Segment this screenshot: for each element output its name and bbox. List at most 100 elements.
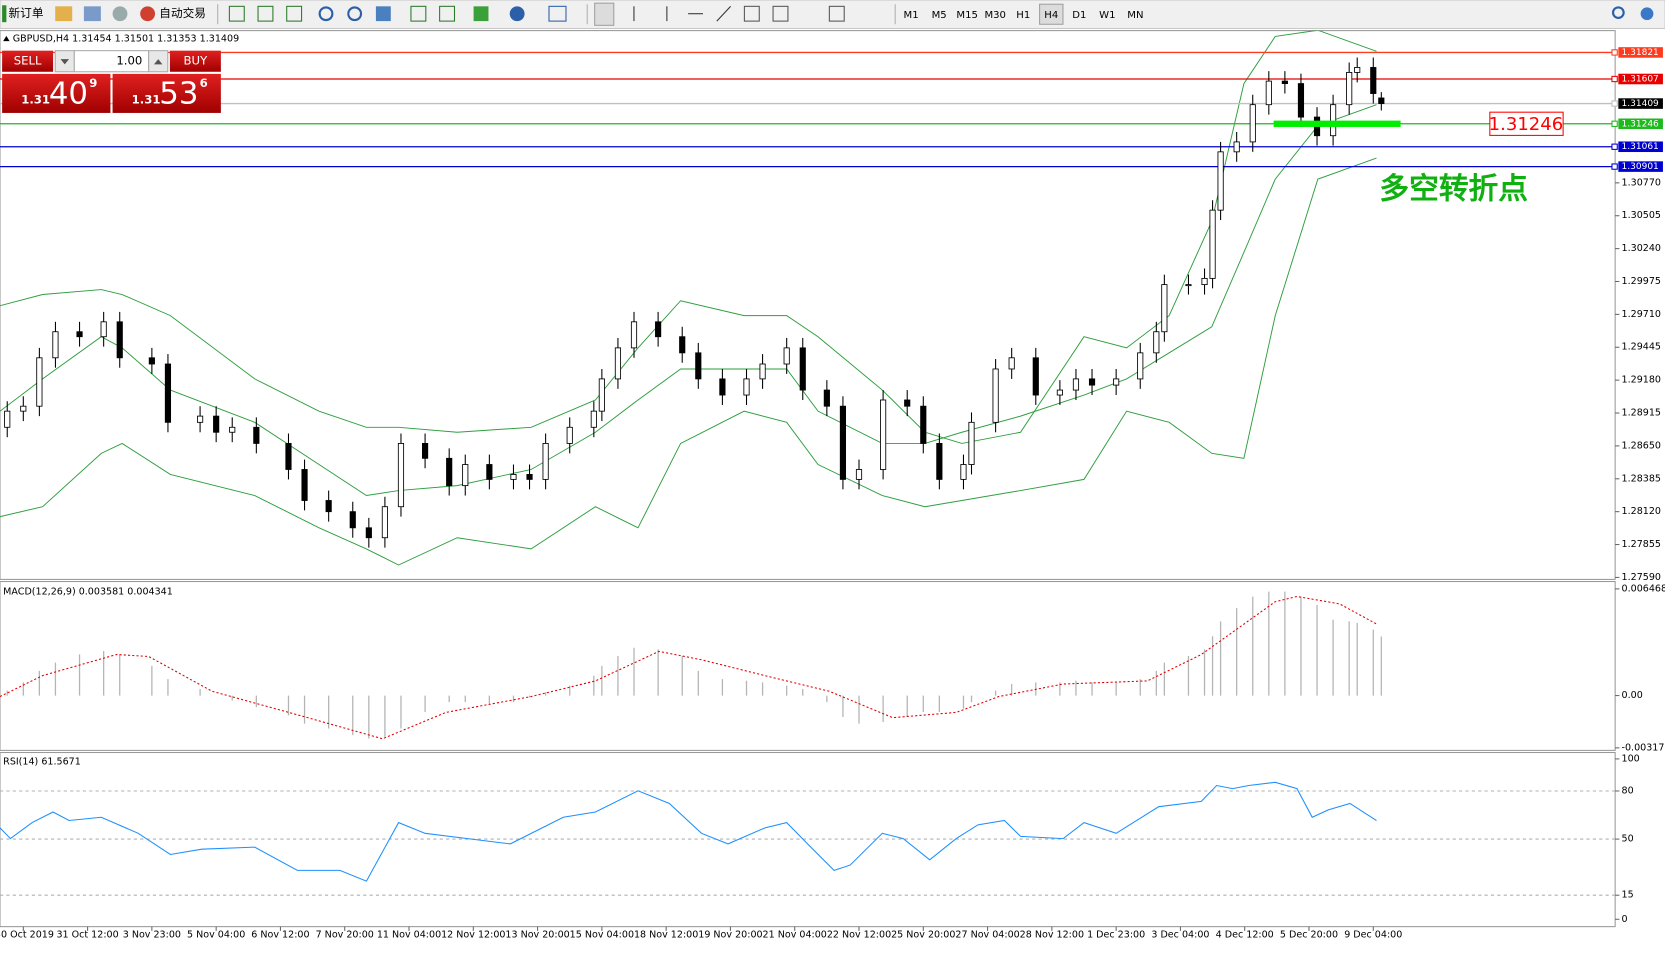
timeframe-button[interactable]: M5 (932, 10, 947, 21)
icon[interactable] (318, 6, 334, 22)
candle-body (446, 457, 453, 487)
icon[interactable] (743, 5, 760, 22)
x-tick-label: 13 Nov 20:00 (505, 930, 569, 941)
search-icon[interactable] (1611, 6, 1625, 19)
icon[interactable] (410, 5, 427, 22)
price-pane (0, 30, 1616, 580)
auto-trade-button[interactable]: 自动交易 (140, 6, 206, 22)
cursor-tool[interactable] (594, 2, 615, 26)
rsi-line (0, 781, 1377, 882)
icon[interactable] (509, 6, 525, 22)
icon[interactable] (347, 6, 363, 22)
x-tick-label: 9 Dec 04:00 (1344, 930, 1402, 941)
bid-box[interactable] (2, 73, 111, 113)
candle-body (1281, 80, 1288, 85)
candle-body (1113, 378, 1120, 386)
candle-body (4, 410, 11, 428)
candle-body (679, 336, 686, 354)
timeframe-button[interactable]: M1 (904, 10, 919, 21)
candle-body (285, 443, 292, 470)
candle-body (719, 378, 726, 396)
timeframe-button[interactable]: D1 (1072, 10, 1086, 21)
y-tick-label: 1.30240 (1622, 243, 1661, 254)
candle-body (1249, 104, 1256, 143)
chart-title: GBPUSD,H4 1.31454 1.31501 1.31353 1.3140… (13, 34, 239, 45)
candle-body (1056, 389, 1063, 396)
candle-body (510, 474, 517, 480)
icon[interactable] (286, 5, 303, 22)
timeframe-button[interactable]: H1 (1016, 10, 1030, 21)
candle-body (349, 511, 356, 529)
icon[interactable] (828, 5, 845, 22)
macd-pane (0, 580, 1616, 751)
buy-button[interactable] (169, 50, 221, 72)
icon[interactable] (55, 6, 73, 22)
candle-body (630, 321, 638, 349)
candle-body (381, 506, 388, 539)
timeframe-button[interactable]: M30 (984, 10, 1006, 21)
icon[interactable] (473, 6, 489, 22)
candle-body (197, 415, 204, 423)
arrow (153, 59, 163, 65)
y-tick-label: 1.28120 (1622, 506, 1661, 517)
x-tick-label: 18 Nov 12:00 (634, 930, 698, 941)
icon[interactable] (228, 5, 245, 22)
candle-body (20, 405, 27, 412)
timeframe-button[interactable]: MN (1127, 10, 1143, 21)
buy-label: BUY (184, 54, 209, 68)
bollinger-upper (0, 30, 1377, 444)
candle-body (1330, 104, 1337, 137)
timeframe-button[interactable]: H4 (1044, 10, 1058, 21)
sell-button[interactable] (2, 50, 54, 72)
signal-line (0, 595, 1377, 740)
bid-pips: 40 (49, 77, 88, 112)
timeframe-button[interactable]: W1 (1099, 10, 1115, 21)
candle-body (1297, 83, 1305, 118)
icon[interactable] (375, 6, 391, 22)
x-tick-label: 5 Nov 04:00 (187, 930, 245, 941)
ask-box[interactable] (112, 73, 221, 113)
line-handle (1611, 143, 1618, 150)
candle-body (1072, 378, 1080, 391)
turning-point-bar (1273, 120, 1401, 127)
candle-body (1185, 284, 1192, 287)
candle-body (1161, 284, 1168, 333)
y-tick-label: 0 (1622, 914, 1628, 925)
sell-label: SELL (14, 54, 42, 68)
y-tick-label: 1.27855 (1622, 539, 1661, 550)
y-tick-label: 80 (1622, 786, 1634, 797)
candle-body (799, 347, 806, 391)
price-label: 1.31821 (1622, 48, 1659, 58)
x-tick-label: 4 Dec 12:00 (1216, 930, 1274, 941)
icon[interactable] (257, 5, 274, 22)
x-tick-label: 27 Nov 04:00 (955, 930, 1019, 941)
collapse-arrow[interactable] (3, 35, 10, 42)
candle-body (743, 378, 750, 396)
candle-body (839, 405, 847, 480)
rsi-title: RSI(14) 61.5671 (3, 757, 81, 768)
icon[interactable] (83, 6, 101, 22)
annotation: 多空转折点 (1379, 171, 1528, 206)
candle-body (1201, 277, 1208, 286)
icon[interactable] (112, 6, 128, 22)
y-tick-label: 1.29180 (1622, 375, 1661, 386)
community-icon[interactable] (1640, 7, 1654, 21)
x-tick-label: 22 Nov 12:00 (827, 930, 891, 941)
candle-body (542, 443, 549, 480)
candle-body (365, 527, 372, 539)
axes: 1.30770 1.30505 1.30240 1.29975 1.29710 1.294… (0, 47, 1665, 941)
candle-body (566, 426, 573, 444)
new-order-button[interactable]: 新订单 (2, 5, 44, 23)
x-tick-label: 19 Nov 20:00 (698, 930, 762, 941)
y-tick-label: 1.29445 (1622, 342, 1661, 353)
trendline-tool[interactable] (716, 5, 731, 22)
timeframe-button[interactable]: M15 (956, 10, 978, 21)
candle-body (1032, 357, 1039, 396)
icon[interactable] (548, 5, 567, 22)
candle-body (422, 443, 429, 459)
icon[interactable] (772, 5, 789, 22)
icon[interactable] (439, 5, 456, 22)
volume-value: 1.00 (116, 54, 142, 68)
